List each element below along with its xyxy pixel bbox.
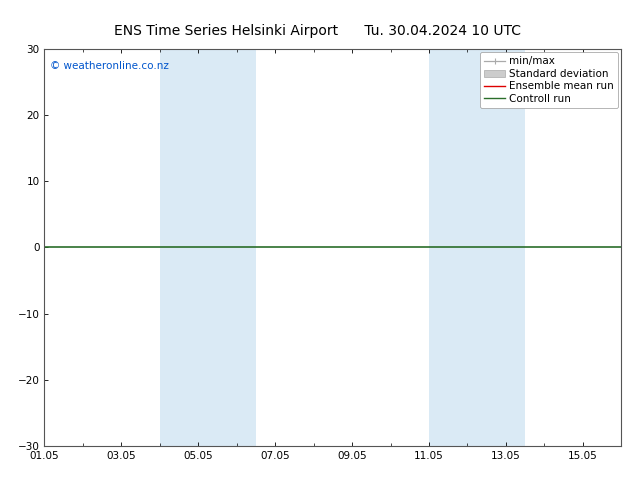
- Text: ENS Time Series Helsinki Airport      Tu. 30.04.2024 10 UTC: ENS Time Series Helsinki Airport Tu. 30.…: [113, 24, 521, 39]
- Bar: [160, 49, 256, 446]
- Text: © weatheronline.co.nz: © weatheronline.co.nz: [50, 61, 169, 71]
- Legend: min/max, Standard deviation, Ensemble mean run, Controll run: min/max, Standard deviation, Ensemble me…: [480, 52, 618, 108]
- Bar: [429, 49, 525, 446]
